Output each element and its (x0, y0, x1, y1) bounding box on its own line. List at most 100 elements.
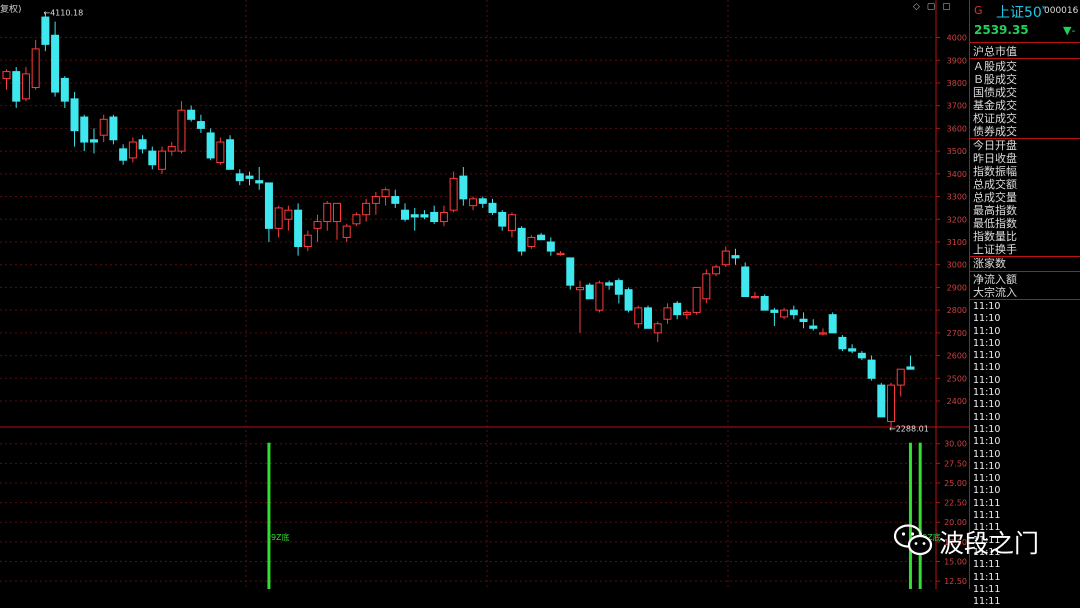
candle[interactable] (89, 128, 98, 154)
candle[interactable] (41, 12, 50, 52)
candle[interactable] (517, 226, 526, 256)
candle[interactable] (770, 307, 779, 327)
candle[interactable] (459, 167, 468, 206)
candle[interactable] (158, 146, 167, 174)
candle[interactable] (109, 114, 118, 145)
candle[interactable] (877, 382, 886, 418)
candle[interactable] (70, 92, 79, 147)
candle[interactable] (498, 210, 507, 231)
candle[interactable] (323, 201, 332, 231)
candle[interactable] (673, 301, 682, 320)
window-controls[interactable]: ◇ ▢ ▢ (913, 2, 953, 12)
price-mode-label[interactable]: 复权) (0, 5, 22, 15)
candle[interactable] (245, 171, 254, 186)
candle[interactable] (624, 287, 633, 313)
candle[interactable] (556, 251, 565, 256)
candle[interactable] (857, 351, 866, 361)
index-name[interactable]: 上证50* (996, 4, 1046, 21)
candle[interactable] (381, 187, 390, 206)
candle[interactable] (721, 246, 730, 267)
candle[interactable] (731, 248, 740, 265)
candle[interactable] (167, 142, 176, 156)
candle[interactable] (488, 198, 497, 215)
divider (970, 299, 1080, 300)
candle[interactable] (867, 355, 876, 381)
candle[interactable] (401, 203, 410, 222)
candle[interactable] (789, 305, 798, 320)
candle[interactable] (21, 67, 30, 102)
candle[interactable] (303, 230, 312, 252)
candle[interactable] (60, 76, 69, 108)
candle[interactable] (537, 232, 546, 241)
candle[interactable] (585, 282, 594, 300)
candle[interactable] (780, 307, 789, 320)
tick-time-list[interactable]: 11:10 11:10 11:10 11:10 11:10 11:10 11:10 11:10… (973, 301, 1000, 608)
candle[interactable] (371, 192, 380, 215)
candle[interactable] (595, 280, 604, 313)
candle[interactable] (692, 286, 701, 315)
candle[interactable] (818, 328, 827, 336)
candle[interactable] (255, 167, 264, 190)
candle[interactable] (313, 214, 322, 242)
candle[interactable] (128, 137, 137, 163)
candle[interactable] (138, 135, 147, 154)
candle[interactable] (702, 269, 711, 304)
candle[interactable] (848, 344, 857, 354)
candle[interactable] (332, 202, 341, 240)
candle[interactable] (449, 171, 458, 213)
candle[interactable] (342, 223, 351, 242)
candle[interactable] (653, 321, 662, 342)
candle[interactable] (527, 235, 536, 249)
candle[interactable] (478, 196, 487, 208)
candle[interactable] (410, 207, 419, 231)
candle[interactable] (838, 335, 847, 352)
candle[interactable] (51, 21, 60, 97)
candle[interactable] (809, 319, 818, 331)
candle[interactable] (99, 114, 108, 143)
candle[interactable] (391, 189, 400, 208)
candle[interactable] (294, 203, 303, 256)
candle[interactable] (760, 294, 769, 311)
candle[interactable] (614, 278, 623, 304)
candle[interactable] (177, 101, 186, 154)
candle[interactable] (644, 305, 653, 329)
candle[interactable] (741, 262, 750, 298)
candle[interactable] (605, 280, 614, 290)
candle[interactable] (352, 212, 361, 227)
candle[interactable] (682, 310, 691, 320)
candle[interactable] (31, 39, 40, 90)
candle[interactable] (264, 182, 273, 242)
candle[interactable] (906, 355, 915, 370)
candle[interactable] (12, 67, 21, 108)
candle[interactable] (430, 205, 439, 224)
candle[interactable] (566, 257, 575, 290)
candle[interactable] (148, 146, 157, 170)
candle[interactable] (575, 280, 584, 333)
candle[interactable] (235, 169, 244, 186)
candle[interactable] (80, 114, 89, 152)
candle[interactable] (196, 114, 205, 133)
candle[interactable] (507, 212, 516, 238)
candle[interactable] (226, 135, 235, 170)
candle[interactable] (284, 205, 293, 231)
candlestick-chart[interactable]: 4000 3900 3800 3700 3600 3500 3400 3300 3200 3100… (0, 0, 1080, 589)
candle[interactable] (887, 382, 896, 427)
candle[interactable] (206, 128, 215, 161)
candle[interactable] (274, 205, 283, 238)
candle[interactable] (896, 368, 905, 397)
candle[interactable] (420, 210, 429, 220)
candle[interactable] (634, 305, 643, 329)
candle[interactable] (712, 264, 721, 277)
candle[interactable] (750, 291, 759, 299)
candle[interactable] (799, 312, 808, 329)
candle[interactable] (828, 312, 837, 334)
candle[interactable] (663, 303, 672, 324)
candle[interactable] (2, 69, 11, 90)
candle[interactable] (362, 198, 371, 222)
candle[interactable] (546, 237, 555, 256)
candle[interactable] (439, 205, 448, 227)
candle[interactable] (119, 144, 128, 165)
candle[interactable] (469, 196, 478, 211)
candle[interactable] (187, 105, 196, 122)
candle[interactable] (216, 137, 225, 165)
